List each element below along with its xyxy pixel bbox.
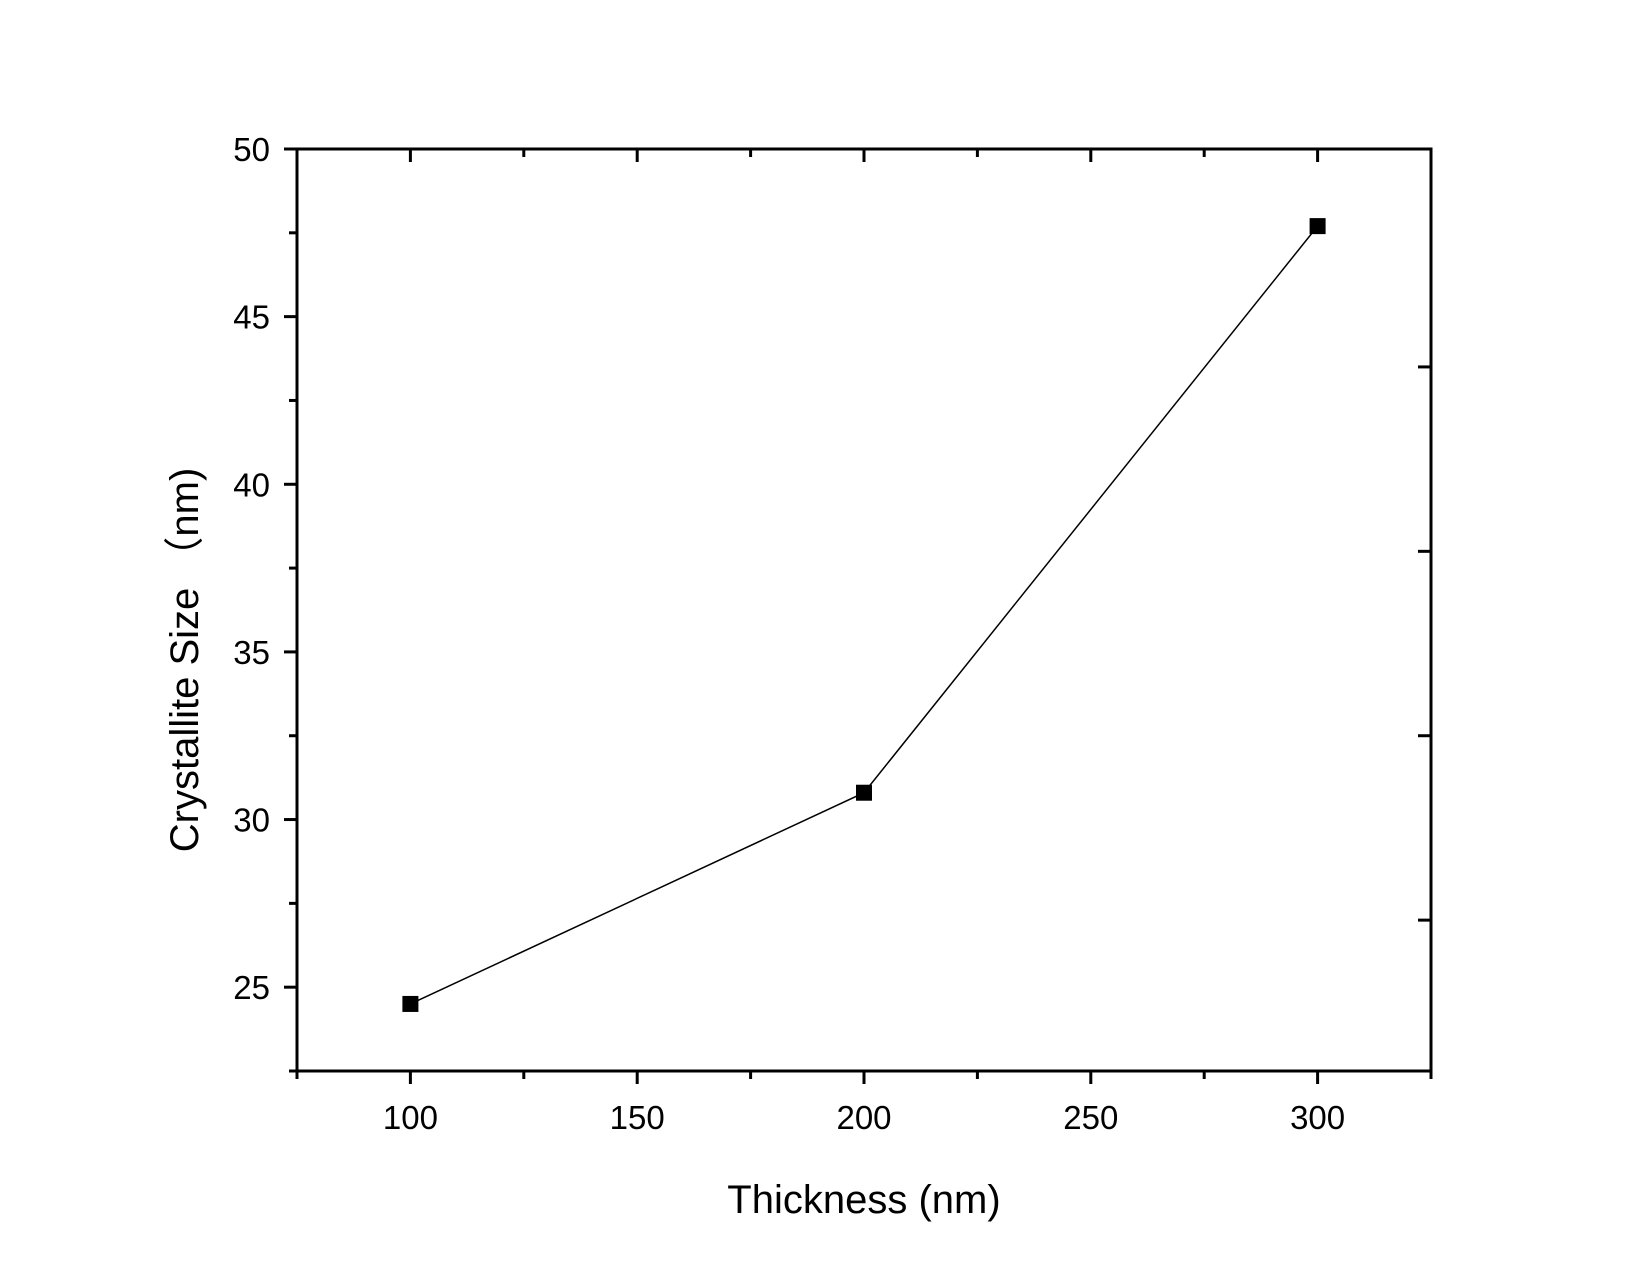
x-major-ticks: [408, 149, 1320, 1084]
x-tick-label: 250: [1063, 1099, 1118, 1136]
y-tick-labels: 25 30 35 40 45 50: [233, 131, 270, 1006]
x-tick-labels: 100 150 200 250 300: [383, 1099, 1345, 1136]
y-tick-label: 40: [233, 466, 270, 503]
y-axis-title: Crystallite Size （nm): [163, 468, 207, 853]
series-line: [410, 225, 1319, 1005]
x-tick-label: 300: [1290, 1099, 1345, 1136]
data-point-marker: [1309, 218, 1326, 235]
x-tick-label: 200: [836, 1099, 891, 1136]
data-point-marker: [402, 995, 419, 1012]
series-layer: [402, 218, 1326, 1012]
data-point-marker: [856, 784, 872, 801]
y-major-ticks: [284, 147, 297, 989]
y-minor-ticks: [289, 231, 1431, 1073]
x-axis-title: Thickness (nm): [727, 1178, 1000, 1222]
y-tick-label: 35: [233, 634, 270, 671]
y-tick-label: 30: [233, 802, 270, 839]
y-tick-label: 25: [233, 969, 270, 1006]
plot-frame: [295, 147, 1433, 1073]
x-tick-label: 150: [610, 1099, 665, 1136]
x-tick-label: 100: [383, 1099, 438, 1136]
x-minor-ticks: [295, 149, 1433, 1079]
y-tick-label: 50: [233, 131, 270, 168]
y-tick-label: 45: [233, 299, 270, 336]
